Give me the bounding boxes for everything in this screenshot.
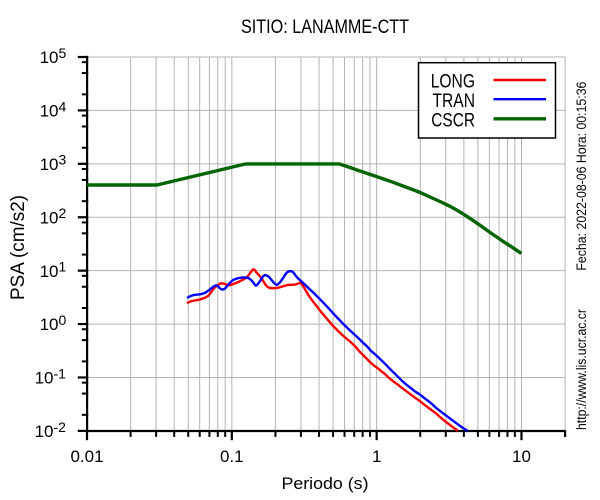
svg-text:http://www.lis.ucr.ac.cr: http://www.lis.ucr.ac.cr <box>574 309 589 430</box>
svg-text:-1: -1 <box>54 365 67 381</box>
svg-text:10: 10 <box>40 208 59 227</box>
svg-text:SITIO: LANAMME-CTT: SITIO: LANAMME-CTT <box>241 16 409 38</box>
svg-text:0: 0 <box>59 312 67 328</box>
svg-text:CSCR: CSCR <box>431 109 475 131</box>
svg-text:Fecha: 2022-08-06 Hora: 00:15:: Fecha: 2022-08-06 Hora: 00:15:36 <box>574 82 589 271</box>
svg-text:10: 10 <box>40 102 59 121</box>
svg-text:LONG: LONG <box>431 71 475 93</box>
svg-text:10: 10 <box>40 48 59 67</box>
svg-text:-2: -2 <box>54 419 67 435</box>
svg-text:4: 4 <box>59 98 67 114</box>
svg-text:10: 10 <box>35 422 54 441</box>
svg-text:10: 10 <box>35 369 54 388</box>
svg-text:2: 2 <box>59 205 67 221</box>
svg-text:10: 10 <box>40 315 59 334</box>
svg-text:Periodo (s): Periodo (s) <box>282 474 369 493</box>
svg-text:1: 1 <box>372 447 381 466</box>
svg-text:10: 10 <box>512 447 531 466</box>
svg-text:10: 10 <box>40 155 59 174</box>
svg-text:1: 1 <box>59 259 67 275</box>
svg-text:0.1: 0.1 <box>220 447 244 466</box>
svg-text:TRAN: TRAN <box>433 90 476 112</box>
svg-text:3: 3 <box>59 152 67 168</box>
svg-text:PSA (cm/s2): PSA (cm/s2) <box>8 195 29 300</box>
svg-text:5: 5 <box>59 45 67 61</box>
svg-text:10: 10 <box>40 262 59 281</box>
svg-text:0.01: 0.01 <box>70 447 103 466</box>
